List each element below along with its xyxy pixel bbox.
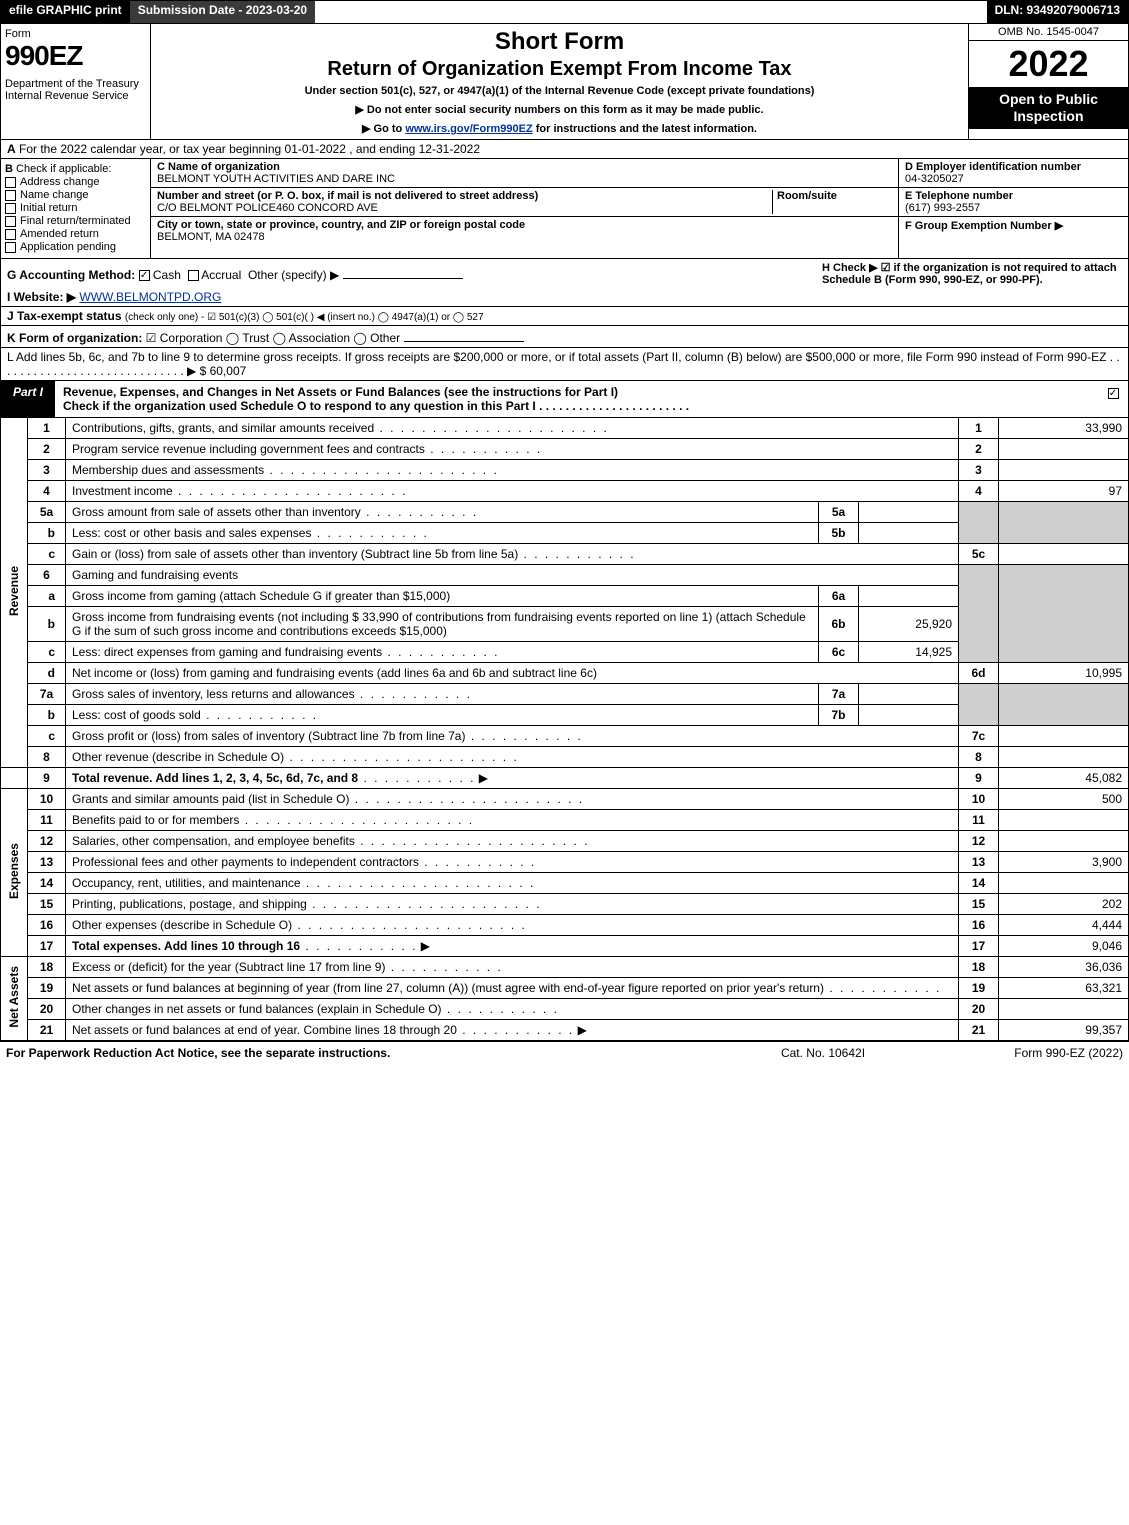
section-k: K Form of organization: ☑ Corporation ◯ … — [0, 326, 1129, 348]
tax-exempt-opts: (check only one) - ☑ 501(c)(3) ◯ 501(c)(… — [125, 312, 484, 323]
section-i: I Website: ▶ WWW.BELMONTPD.ORG — [7, 290, 1122, 304]
tax-year: 2022 — [969, 41, 1128, 87]
form-header: Form 990EZ Department of the Treasury In… — [0, 24, 1129, 140]
addr-label: Number and street (or P. O. box, if mail… — [157, 190, 772, 202]
form-note-2: ▶ Go to www.irs.gov/Form990EZ for instru… — [157, 122, 962, 135]
top-bar: efile GRAPHIC print Submission Date - 20… — [0, 0, 1129, 24]
part-1-table: Revenue 1 Contributions, gifts, grants, … — [0, 418, 1129, 1041]
chk-initial-return[interactable]: Initial return — [5, 202, 146, 214]
group-exemption-label: F Group Exemption Number ▶ — [905, 219, 1122, 232]
checkbox-icon — [5, 203, 16, 214]
section-a-text: For the 2022 calendar year, or tax year … — [19, 142, 480, 156]
checkbox-icon — [1108, 388, 1119, 399]
form-word: Form — [5, 28, 146, 40]
section-l-text: L Add lines 5b, 6c, and 7b to line 9 to … — [7, 350, 1120, 378]
efile-print-label: efile GRAPHIC print — [1, 1, 130, 23]
section-b-label: B — [5, 163, 13, 175]
tax-exempt-label: J Tax-exempt status — [7, 309, 122, 323]
section-h-text: H Check ▶ ☑ if the organization is not r… — [822, 262, 1117, 286]
form-note-1: ▶ Do not enter social security numbers o… — [157, 103, 962, 116]
chk-application-pending[interactable]: Application pending — [5, 241, 146, 253]
part-1-title: Revenue, Expenses, and Changes in Net As… — [55, 381, 1098, 417]
ein-value: 04-3205027 — [905, 173, 964, 185]
section-b: B Check if applicable: Address change Na… — [1, 159, 151, 258]
dln-label: DLN: 93492079006713 — [987, 1, 1128, 23]
form-of-org-opts: ☑ Corporation ◯ Trust ◯ Association ◯ Ot… — [146, 331, 400, 345]
header-right: OMB No. 1545-0047 2022 Open to Public In… — [968, 24, 1128, 139]
form-subtitle: Under section 501(c), 527, or 4947(a)(1)… — [157, 85, 962, 97]
net-assets-tab: Net Assets — [1, 957, 28, 1041]
part-1-schedule-o-checkbox[interactable] — [1098, 381, 1128, 417]
section-l: L Add lines 5b, 6c, and 7b to line 9 to … — [0, 348, 1129, 381]
part-1-header: Part I Revenue, Expenses, and Changes in… — [0, 381, 1129, 418]
org-city: BELMONT, MA 02478 — [157, 231, 265, 243]
page-footer: For Paperwork Reduction Act Notice, see … — [0, 1041, 1129, 1064]
inspection-label: Open to Public Inspection — [969, 87, 1128, 129]
form-id-footer: Form 990-EZ (2022) — [923, 1046, 1123, 1060]
section-h: H Check ▶ ☑ if the organization is not r… — [822, 261, 1122, 286]
form-title-1: Short Form — [157, 28, 962, 56]
phone-value: (617) 993-2557 — [905, 202, 980, 214]
form-number: 990EZ — [5, 40, 146, 72]
catalog-number: Cat. No. 10642I — [723, 1046, 923, 1060]
city-label: City or town, state or province, country… — [157, 219, 892, 231]
checkbox-icon — [5, 177, 16, 188]
ein-label: D Employer identification number — [905, 161, 1122, 173]
section-bcdef: B Check if applicable: Address change Na… — [0, 159, 1129, 259]
section-g: G Accounting Method: Cash Accrual Other … — [7, 265, 822, 282]
top-bar-spacer — [315, 1, 986, 23]
website-link[interactable]: WWW.BELMONTPD.ORG — [79, 290, 221, 304]
checkbox-icon[interactable] — [139, 270, 150, 281]
omb-number: OMB No. 1545-0047 — [969, 24, 1128, 41]
part-1-tab: Part I — [1, 381, 55, 417]
department-label: Department of the Treasury Internal Reve… — [5, 78, 146, 102]
section-a: A For the 2022 calendar year, or tax yea… — [0, 140, 1129, 159]
note2-prefix: ▶ Go to — [362, 123, 405, 135]
org-address: C/O BELMONT POLICE460 CONCORD AVE — [157, 202, 378, 214]
chk-final-return[interactable]: Final return/terminated — [5, 215, 146, 227]
chk-name-change[interactable]: Name change — [5, 189, 146, 201]
section-c: C Name of organization BELMONT YOUTH ACT… — [151, 159, 898, 258]
section-b-header: Check if applicable: — [16, 163, 111, 175]
checkbox-icon — [5, 216, 16, 227]
expenses-tab: Expenses — [1, 789, 28, 957]
other-specify-field[interactable] — [343, 265, 463, 279]
header-center: Short Form Return of Organization Exempt… — [151, 24, 968, 139]
revenue-tab: Revenue — [1, 418, 28, 768]
phone-label: E Telephone number — [905, 190, 1122, 202]
room-label: Room/suite — [777, 190, 892, 202]
checkbox-icon — [5, 190, 16, 201]
section-def: D Employer identification number 04-3205… — [898, 159, 1128, 258]
checkbox-icon[interactable] — [188, 270, 199, 281]
chk-address-change[interactable]: Address change — [5, 176, 146, 188]
paperwork-notice: For Paperwork Reduction Act Notice, see … — [6, 1046, 723, 1060]
section-a-label: A — [7, 142, 16, 156]
other-org-field[interactable] — [404, 328, 524, 342]
note2-suffix: for instructions and the latest informat… — [533, 123, 757, 135]
header-left: Form 990EZ Department of the Treasury In… — [1, 24, 151, 139]
org-name: BELMONT YOUTH ACTIVITIES AND DARE INC — [157, 173, 395, 185]
acct-method-label: G Accounting Method: — [7, 268, 135, 282]
checkbox-icon — [5, 242, 16, 253]
website-label: I Website: ▶ — [7, 290, 76, 304]
submission-date: Submission Date - 2023-03-20 — [130, 1, 315, 23]
section-ghij: G Accounting Method: Cash Accrual Other … — [0, 259, 1129, 326]
form-title-2: Return of Organization Exempt From Incom… — [157, 58, 962, 81]
section-j: J Tax-exempt status (check only one) - ☑… — [7, 309, 1122, 323]
checkbox-icon — [5, 229, 16, 240]
chk-amended-return[interactable]: Amended return — [5, 228, 146, 240]
irs-link[interactable]: www.irs.gov/Form990EZ — [405, 123, 532, 135]
org-name-label: C Name of organization — [157, 161, 892, 173]
form-of-org-label: K Form of organization: — [7, 331, 142, 345]
